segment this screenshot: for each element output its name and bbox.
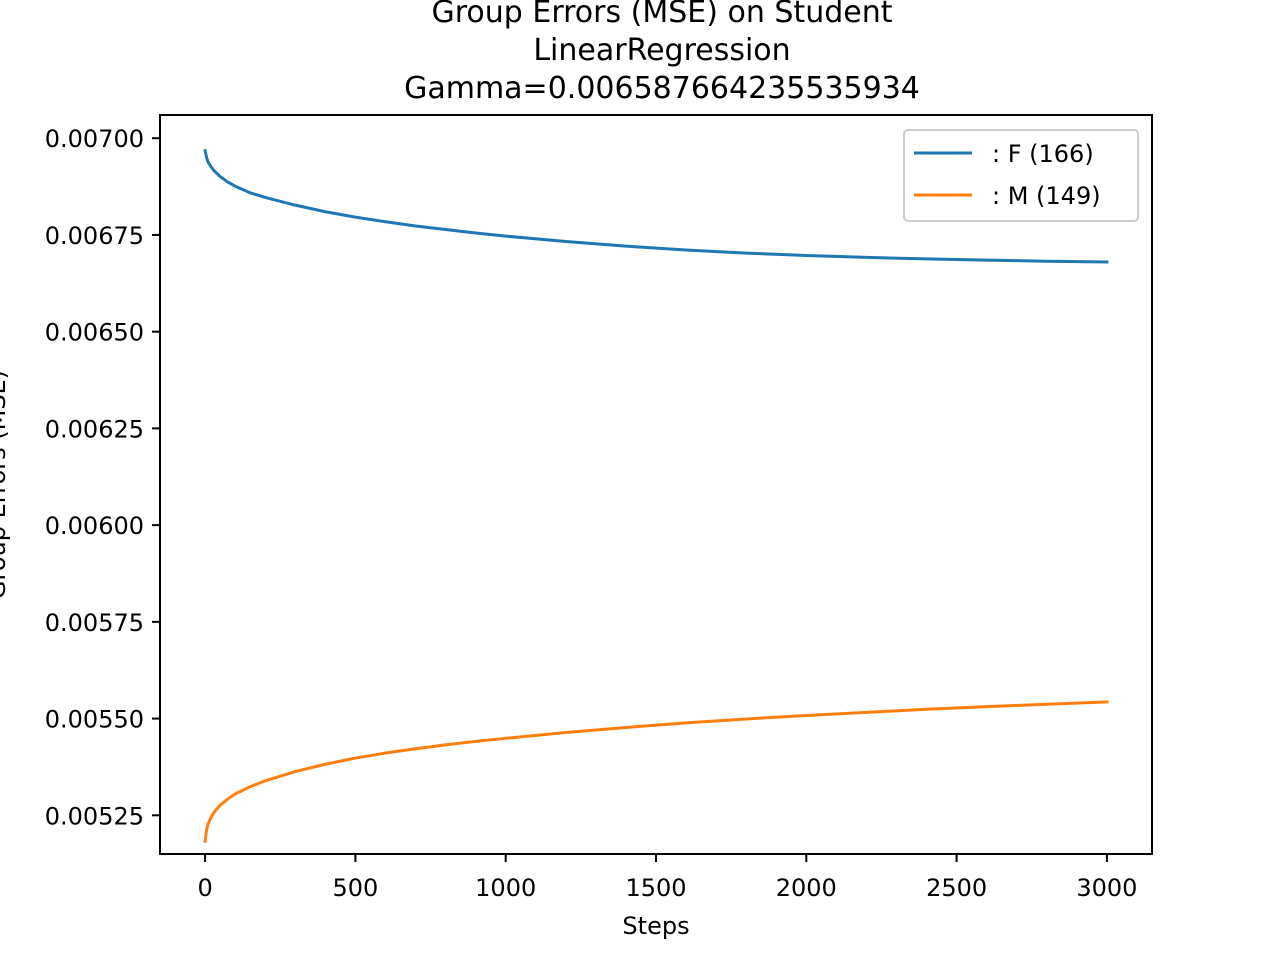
y-tick-label: 0.00600 (45, 512, 144, 540)
series-line-1 (203, 700, 1109, 843)
x-tick-label: 0 (197, 874, 212, 902)
y-tick-label: 0.00625 (45, 415, 144, 443)
x-tick-label: 1000 (475, 874, 536, 902)
chart-title-line: Group Errors (MSE) on Student (432, 0, 893, 30)
y-axis: 0.00525 0.00550 0.00575 0.00600 0.00625 0.006… (45, 125, 160, 830)
y-tick-label: 0.00700 (45, 125, 144, 153)
legend-label: : M (149) (992, 182, 1101, 210)
x-tick-label: 3000 (1076, 874, 1137, 902)
y-tick-label: 0.00575 (45, 609, 144, 637)
chart-series (203, 148, 1109, 843)
y-tick-label: 0.00675 (45, 222, 144, 250)
x-tick-label: 500 (332, 874, 378, 902)
chart-title-line: LinearRegression (533, 33, 790, 68)
x-axis: 0 500 1000 1500 2000 2500 3000 (197, 854, 1137, 902)
y-axis-label: Group Errors (MSE) (0, 370, 11, 599)
x-tick-label: 2000 (776, 874, 837, 902)
series-line-0 (203, 148, 1109, 264)
legend: : F (166) : M (149) (903, 129, 1139, 222)
y-tick-label: 0.00550 (45, 706, 144, 734)
y-tick-label: 0.00525 (45, 802, 144, 830)
x-tick-label: 2500 (926, 874, 987, 902)
x-tick-label: 1500 (625, 874, 686, 902)
chart-title-line: Gamma=0.006587664235535934 (404, 71, 920, 106)
chart-title: Group Errors (MSE) on StudentLinearRegre… (404, 0, 920, 106)
y-tick-label: 0.00650 (45, 319, 144, 347)
x-axis-label: Steps (622, 912, 689, 940)
plot-frame (159, 114, 1153, 855)
legend-label: : F (166) (992, 140, 1094, 168)
